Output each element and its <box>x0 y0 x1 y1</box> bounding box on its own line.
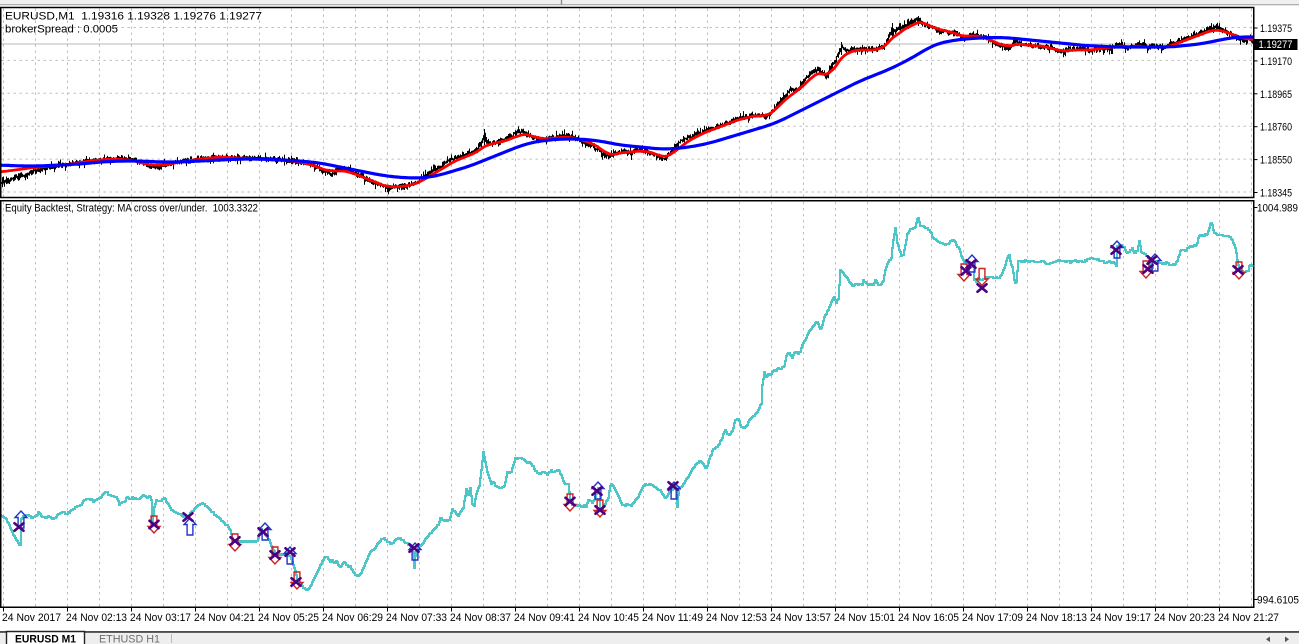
svg-text:brokerSpread : 0.0005: brokerSpread : 0.0005 <box>5 24 118 36</box>
svg-text:24 Nov 11:49: 24 Nov 11:49 <box>642 612 703 624</box>
svg-text:24 Nov 10:45: 24 Nov 10:45 <box>578 612 639 624</box>
svg-text:1.18760: 1.18760 <box>1260 122 1292 134</box>
svg-text:24 Nov 19:17: 24 Nov 19:17 <box>1090 612 1151 624</box>
svg-text:24 Nov 05:25: 24 Nov 05:25 <box>258 612 319 624</box>
svg-text:24 Nov 18:13: 24 Nov 18:13 <box>1026 612 1087 624</box>
svg-text:994.6105: 994.6105 <box>1257 595 1299 607</box>
svg-text:ETHUSD H1: ETHUSD H1 <box>99 634 160 644</box>
svg-text:24 Nov 21:27: 24 Nov 21:27 <box>1218 612 1279 624</box>
svg-text:EURUSD,M1 1.19316 1.19328 1.1: EURUSD,M1 1.19316 1.19328 1.19276 1.1927… <box>5 11 262 23</box>
svg-text:24 Nov 08:37: 24 Nov 08:37 <box>450 612 511 624</box>
svg-text:24 Nov 02:13: 24 Nov 02:13 <box>66 612 127 624</box>
svg-text:24 Nov 20:23: 24 Nov 20:23 <box>1154 612 1215 624</box>
svg-text:1.19375: 1.19375 <box>1260 23 1292 35</box>
svg-text:Equity Backtest, Strategy: MA: Equity Backtest, Strategy: MA cross over… <box>5 203 258 215</box>
svg-text:24 Nov 04:21: 24 Nov 04:21 <box>194 612 255 624</box>
svg-text:24 Nov 2017: 24 Nov 2017 <box>2 612 61 624</box>
svg-text:1.18550: 1.18550 <box>1260 155 1292 167</box>
svg-text:24 Nov 07:33: 24 Nov 07:33 <box>386 612 447 624</box>
svg-text:24 Nov 06:29: 24 Nov 06:29 <box>322 612 383 624</box>
svg-text:1.19277: 1.19277 <box>1259 39 1293 51</box>
svg-text:24 Nov 17:09: 24 Nov 17:09 <box>962 612 1023 624</box>
svg-text:24 Nov 15:01: 24 Nov 15:01 <box>834 612 895 624</box>
svg-text:24 Nov 03:17: 24 Nov 03:17 <box>130 612 191 624</box>
svg-text:1.19170: 1.19170 <box>1260 56 1292 68</box>
svg-text:1004.989: 1004.989 <box>1257 203 1298 215</box>
svg-text:1.18965: 1.18965 <box>1260 89 1292 101</box>
svg-text:24 Nov 13:57: 24 Nov 13:57 <box>770 612 831 624</box>
svg-text:24 Nov 16:05: 24 Nov 16:05 <box>898 612 959 624</box>
svg-text:EURUSD M1: EURUSD M1 <box>15 634 76 644</box>
svg-text:24 Nov 09:41: 24 Nov 09:41 <box>514 612 575 624</box>
svg-text:24 Nov 12:53: 24 Nov 12:53 <box>706 612 767 624</box>
svg-text:1.18345: 1.18345 <box>1260 188 1292 200</box>
